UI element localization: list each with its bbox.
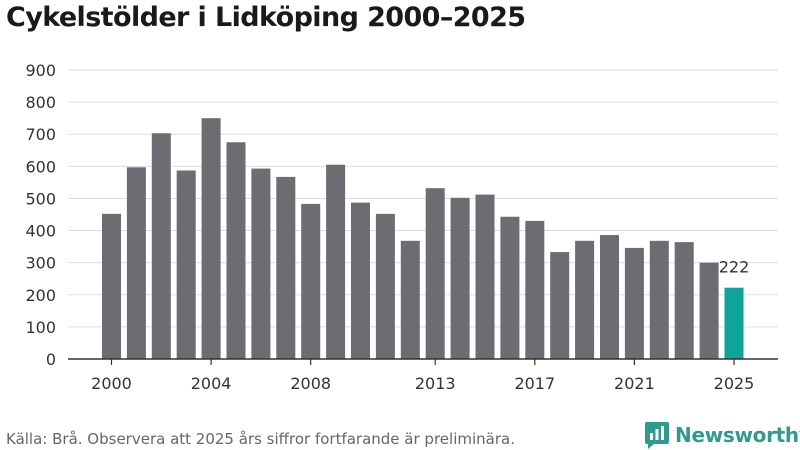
newsworthy-logo-icon — [645, 422, 669, 449]
bar-2025 — [724, 287, 744, 359]
x-tick-label: 2025 — [714, 374, 755, 393]
y-tick-label: 200 — [25, 286, 56, 305]
bar-2020 — [600, 235, 619, 359]
y-tick-label: 0 — [46, 350, 56, 369]
bar-2018 — [550, 252, 570, 359]
bar-2001 — [126, 167, 146, 359]
bar-2002 — [151, 133, 171, 359]
bar-2013 — [425, 188, 445, 359]
y-tick-label: 300 — [25, 254, 56, 273]
bar-2019 — [575, 240, 595, 359]
y-tick-label: 500 — [25, 189, 56, 208]
chart-title: Cykelstölder i Lidköping 2000–2025 — [6, 2, 526, 33]
y-tick-label: 800 — [25, 93, 56, 112]
bar-2021 — [624, 247, 644, 359]
bar-2011 — [375, 213, 395, 359]
bar-2004 — [201, 118, 221, 360]
bar-2009 — [326, 164, 346, 359]
bar-2012 — [400, 240, 420, 359]
source-note: Källa: Brå. Observera att 2025 års siffr… — [6, 430, 515, 448]
brand-name: Newsworthy — [675, 423, 800, 447]
bar-2003 — [176, 170, 196, 359]
bar-2008 — [301, 203, 321, 359]
bar-2015 — [475, 194, 495, 359]
bar-2024 — [699, 262, 719, 359]
y-tick-label: 100 — [25, 318, 56, 337]
bar-2000 — [102, 213, 121, 359]
bar-2023 — [674, 242, 694, 359]
bar-2017 — [525, 220, 545, 359]
bar-2022 — [649, 240, 669, 359]
bar-2007 — [276, 176, 296, 359]
y-tick-label: 700 — [25, 125, 56, 144]
bar-2010 — [351, 202, 370, 359]
x-tick-label: 2000 — [91, 374, 132, 393]
x-tick-label: 2017 — [514, 374, 555, 393]
y-tick-label: 900 — [25, 61, 56, 80]
x-tick-label: 2013 — [415, 374, 456, 393]
x-tick-label: 2021 — [614, 374, 655, 393]
brand-logo: Newsworthy — [644, 420, 800, 450]
bar-2014 — [450, 197, 470, 359]
x-tick-label: 2004 — [191, 374, 232, 393]
bar-2016 — [500, 216, 520, 359]
y-tick-label: 600 — [25, 157, 56, 176]
x-tick-label: 2008 — [290, 374, 331, 393]
bar-2006 — [251, 168, 271, 359]
bar-2005 — [226, 142, 246, 359]
y-tick-label: 400 — [25, 222, 56, 241]
data-label: 222 — [719, 258, 750, 277]
